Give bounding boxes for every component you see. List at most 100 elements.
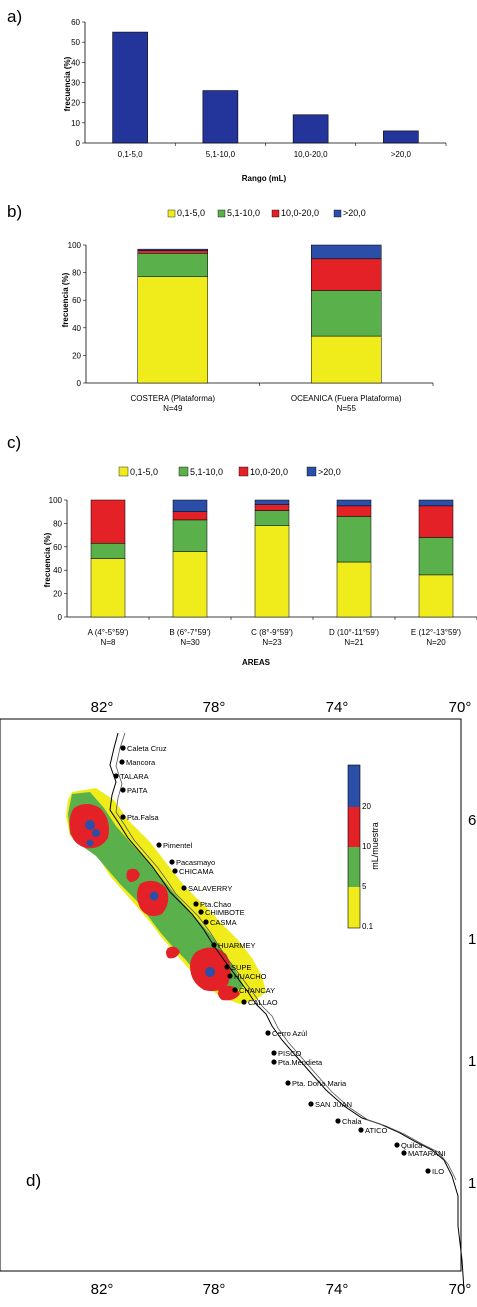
chart-a-ytick-label: 40 [71, 58, 80, 67]
coastline [109, 732, 465, 1291]
legend-label: 5,1-10,0 [190, 467, 223, 477]
chart-a-bar [292, 114, 329, 144]
place-label: Pimentel [163, 841, 193, 850]
chart-xtick-sublabel: N=49 [163, 404, 183, 413]
chart-a-ytick-label: 0 [76, 139, 81, 148]
legend-swatch [118, 466, 129, 477]
chart-a-ytick-label: 20 [71, 99, 80, 108]
chart-ytick-label: 20 [53, 590, 62, 599]
colorbar-label: mL/muestra [370, 822, 380, 870]
chart-a-xlabel: Rango (mL) [242, 174, 287, 183]
chart-xtick-sublabel: N=55 [337, 404, 357, 413]
place-label: ATICO [365, 1126, 388, 1135]
colorbar: 20 10 5 0.1 mL/muestra [347, 764, 380, 931]
legend-swatch [306, 466, 317, 477]
place-label: SALAVERRY [188, 884, 232, 893]
place-label: Caleta Cruz [127, 744, 167, 753]
place-dot [120, 787, 126, 793]
stacked-bar-segment [336, 499, 372, 507]
place-dot [271, 1050, 277, 1056]
chart-ytick-label: 80 [53, 519, 62, 528]
place-dot [358, 1127, 364, 1133]
place-dot [308, 1101, 314, 1107]
place-dot [227, 973, 233, 979]
place-label: PISCO [278, 1049, 302, 1058]
chart-ytick-label: 20 [72, 351, 81, 360]
place-dot [113, 773, 119, 779]
place-label: Pacasmayo [176, 858, 215, 867]
chart-ytick-label: 0 [77, 379, 82, 388]
chart-ytick-label: 40 [72, 324, 81, 333]
chart-a: frecuencia (%) Rango (mL) 0 10 20 30 40 50 60 0… [63, 18, 447, 183]
stacked-bar-segment [418, 574, 454, 618]
place-label: CHICAMA [179, 867, 214, 876]
chart-xtick-label: A (4°-5°59') [88, 628, 129, 637]
colorbar-tick-2: 10 [362, 842, 371, 851]
place-label: TALARA [120, 772, 149, 781]
map-frame [0, 718, 462, 1272]
place-dot [335, 1118, 341, 1124]
lon-label-top-82: 82° [91, 699, 114, 716]
place-label: Chala [342, 1117, 362, 1126]
chart-xtick-label: E (12°-13°59') [411, 628, 462, 637]
place-label: Pta.Chao [200, 900, 231, 909]
lat-label-1: 6 [468, 812, 476, 829]
place-label: Pta.Falsa [127, 813, 160, 822]
stacked-bar-segment [90, 543, 126, 559]
chart-xtick-label: C (8°-9°59') [251, 628, 293, 637]
chart-b-ylabel: frecuencia (%) [61, 272, 70, 327]
place-dot [156, 842, 162, 848]
chart-c-xlabel: AREAS [242, 658, 271, 667]
chart-ytick-label: 40 [53, 566, 62, 575]
place-dot [203, 919, 209, 925]
lon-label-top-74: 74° [326, 699, 349, 716]
place-dot [401, 1150, 407, 1156]
stacked-bar-segment [137, 250, 208, 254]
lat-label-3: 1 [468, 1053, 476, 1070]
panel-label-d: d) [26, 1171, 41, 1190]
lon-label-top-70: 70° [449, 699, 472, 716]
place-label: HUARMEY [218, 941, 256, 950]
legend-swatch [333, 209, 342, 218]
stacked-bar-segment [311, 290, 382, 337]
place-dot [119, 759, 125, 765]
chart-b: frecuencia (%) 0 20 40 60 80 100 COSTERA (Plat… [61, 241, 434, 413]
legend-swatch [271, 209, 280, 218]
place-dot [241, 999, 247, 1005]
place-dot [211, 942, 217, 948]
map-panel: 82° 78° 74° 70° 82° 78° 74° 70° 6 1 1 1 … [0, 699, 476, 1298]
stacked-bar-segment [254, 499, 290, 505]
legend-label: 10,0-20,0 [250, 467, 288, 477]
colorbar-tick-4: 0.1 [362, 922, 374, 931]
chart-c-ylabel: frecuencia (%) [43, 532, 52, 587]
lat-label-2: 1 [468, 931, 476, 948]
stacked-bar-segment [137, 253, 208, 277]
place-label: SUPE [231, 963, 251, 972]
stacked-bar-segment [418, 505, 454, 538]
stacked-bar-segment [172, 511, 208, 521]
place-dot [425, 1168, 431, 1174]
chart-a-xtick-label: 10,0-20,0 [294, 150, 328, 159]
lon-label-bottom-82: 82° [91, 1281, 114, 1298]
place-label: CHIMBOTE [205, 908, 245, 917]
chart-ytick-label: 0 [58, 613, 63, 622]
place-label: Pta. Doña Maria [292, 1079, 347, 1088]
panel-label-a: a) [7, 7, 22, 26]
place-dot [198, 909, 204, 915]
legend-swatch [217, 209, 226, 218]
chart-a-bar [112, 31, 148, 144]
legend-swatch [178, 466, 189, 477]
place-dot [120, 745, 126, 751]
place-label: MATARANI [408, 1149, 446, 1158]
panel-label-c: c) [7, 433, 21, 452]
lon-label-bottom-74: 74° [326, 1281, 349, 1298]
chart-a-bar [202, 90, 239, 144]
legend-label: >20,0 [318, 467, 341, 477]
stacked-bar-segment [90, 499, 126, 544]
stacked-bar-segment [336, 505, 372, 517]
chart-xtick-label: D (10°-11°59') [329, 628, 379, 637]
chart-a-ytick-label: 30 [71, 79, 80, 88]
stacked-bar-segment [311, 335, 382, 384]
stacked-bar-segment [336, 561, 372, 618]
